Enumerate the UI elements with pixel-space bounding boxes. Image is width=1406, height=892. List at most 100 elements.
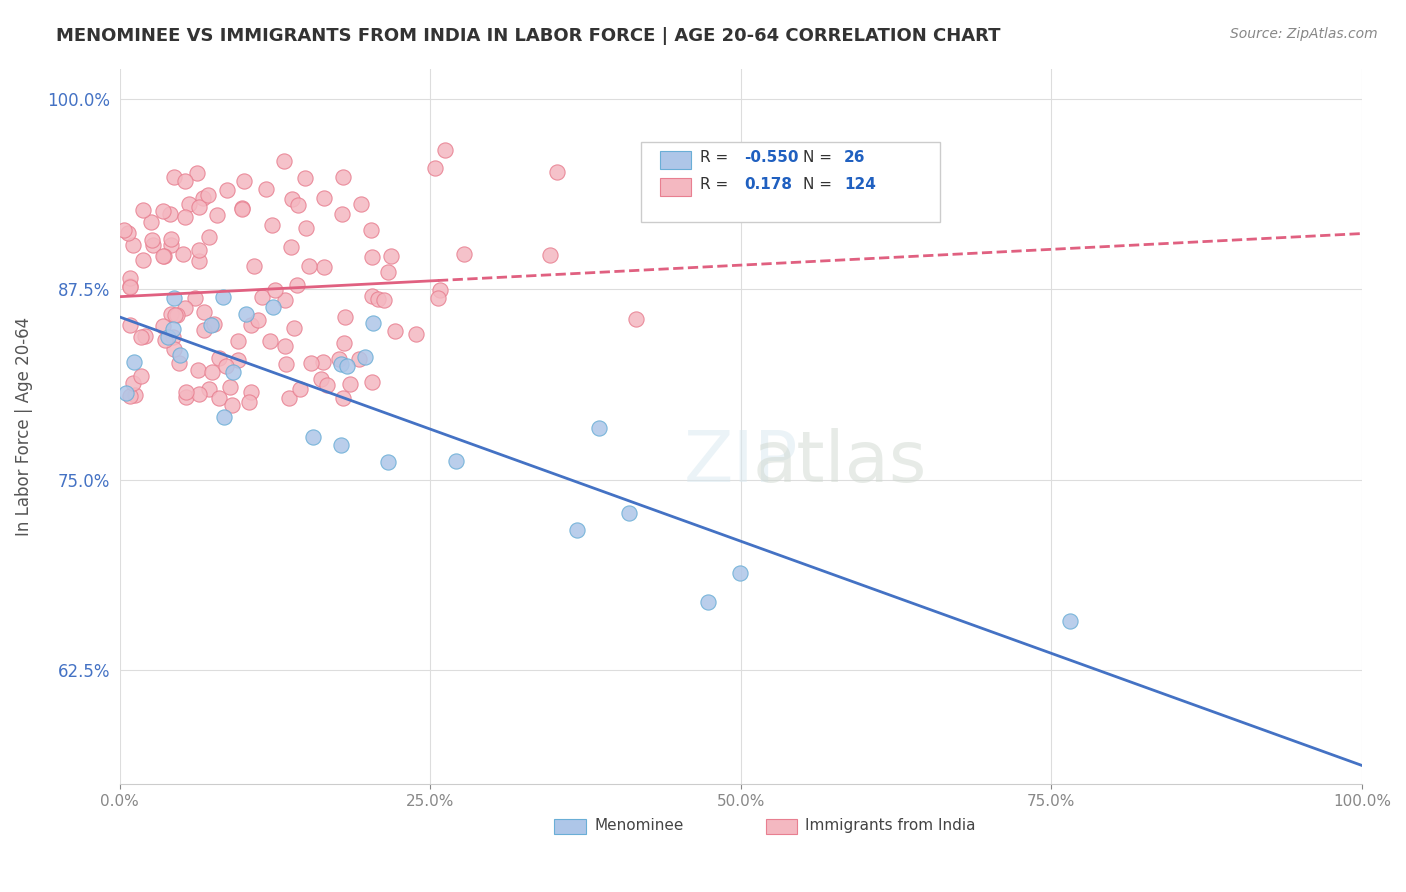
Point	[588, 420, 610, 434]
Point	[336, 359, 359, 373]
Point	[262, 300, 284, 314]
Point	[162, 322, 184, 336]
Text: R =: R =	[700, 150, 733, 165]
Point	[134, 329, 156, 343]
Point	[429, 283, 451, 297]
Point	[302, 430, 325, 444]
Point	[330, 207, 353, 221]
Point	[330, 438, 353, 452]
Point	[243, 259, 266, 273]
Point	[333, 336, 356, 351]
Point	[160, 232, 183, 246]
Text: Menominee: Menominee	[595, 818, 683, 833]
Point	[294, 171, 316, 186]
Point	[188, 386, 211, 401]
Point	[538, 248, 561, 262]
Point	[202, 317, 225, 331]
Bar	[766, 819, 797, 834]
Text: ZIP: ZIP	[683, 427, 799, 497]
Point	[221, 398, 243, 412]
Point	[211, 290, 233, 304]
Bar	[659, 178, 692, 196]
Point	[332, 391, 354, 405]
Point	[167, 356, 190, 370]
Point	[1059, 614, 1081, 628]
FancyBboxPatch shape	[641, 142, 939, 222]
Point	[222, 365, 245, 379]
Point	[187, 243, 209, 257]
Point	[231, 202, 253, 217]
Point	[235, 307, 257, 321]
Point	[114, 386, 136, 401]
Point	[373, 293, 395, 307]
Point	[141, 232, 163, 246]
Point	[314, 191, 336, 205]
Point	[218, 379, 240, 393]
Text: Source: ZipAtlas.com: Source: ZipAtlas.com	[1230, 27, 1378, 41]
Point	[546, 165, 568, 179]
Point	[384, 324, 406, 338]
Point	[361, 375, 384, 389]
Point	[274, 293, 297, 307]
Point	[163, 343, 186, 357]
Point	[198, 229, 221, 244]
Text: Immigrants from India: Immigrants from India	[806, 818, 976, 833]
Point	[132, 252, 155, 267]
Point	[434, 143, 457, 157]
Point	[280, 240, 302, 254]
Point	[205, 208, 228, 222]
Point	[728, 566, 751, 581]
Point	[361, 250, 384, 264]
Point	[298, 259, 321, 273]
Point	[377, 265, 399, 279]
Point	[121, 376, 143, 390]
Point	[329, 357, 352, 371]
Point	[246, 313, 269, 327]
Text: 124: 124	[844, 177, 876, 192]
Point	[276, 357, 298, 371]
Point	[208, 351, 231, 366]
Point	[427, 291, 450, 305]
Point	[120, 318, 142, 332]
Point	[169, 348, 191, 362]
Point	[233, 174, 256, 188]
Point	[231, 201, 253, 215]
Point	[159, 207, 181, 221]
Point	[360, 289, 382, 303]
Point	[259, 334, 281, 348]
Point	[162, 330, 184, 344]
Point	[117, 226, 139, 240]
Point	[174, 385, 197, 400]
Point	[314, 260, 336, 274]
Point	[174, 390, 197, 404]
Point	[152, 249, 174, 263]
Text: R =: R =	[700, 177, 733, 192]
Point	[353, 350, 375, 364]
Point	[217, 183, 239, 197]
Point	[120, 389, 142, 403]
Point	[273, 153, 295, 168]
Point	[201, 365, 224, 379]
Text: -0.550: -0.550	[745, 150, 799, 165]
Point	[173, 301, 195, 315]
Point	[172, 247, 194, 261]
Point	[444, 454, 467, 468]
Text: MENOMINEE VS IMMIGRANTS FROM INDIA IN LABOR FORCE | AGE 20-64 CORRELATION CHART: MENOMINEE VS IMMIGRANTS FROM INDIA IN LA…	[56, 27, 1001, 45]
Point	[112, 222, 135, 236]
Point	[453, 247, 475, 261]
Point	[166, 308, 188, 322]
Point	[187, 200, 209, 214]
Point	[174, 210, 197, 224]
Point	[360, 223, 382, 237]
Point	[361, 316, 384, 330]
Point	[226, 334, 249, 349]
Point	[152, 318, 174, 333]
Point	[200, 318, 222, 332]
Point	[198, 383, 221, 397]
Point	[193, 304, 215, 318]
Point	[163, 169, 186, 184]
Point	[173, 174, 195, 188]
Text: 26: 26	[844, 150, 866, 165]
Point	[312, 355, 335, 369]
Point	[295, 220, 318, 235]
